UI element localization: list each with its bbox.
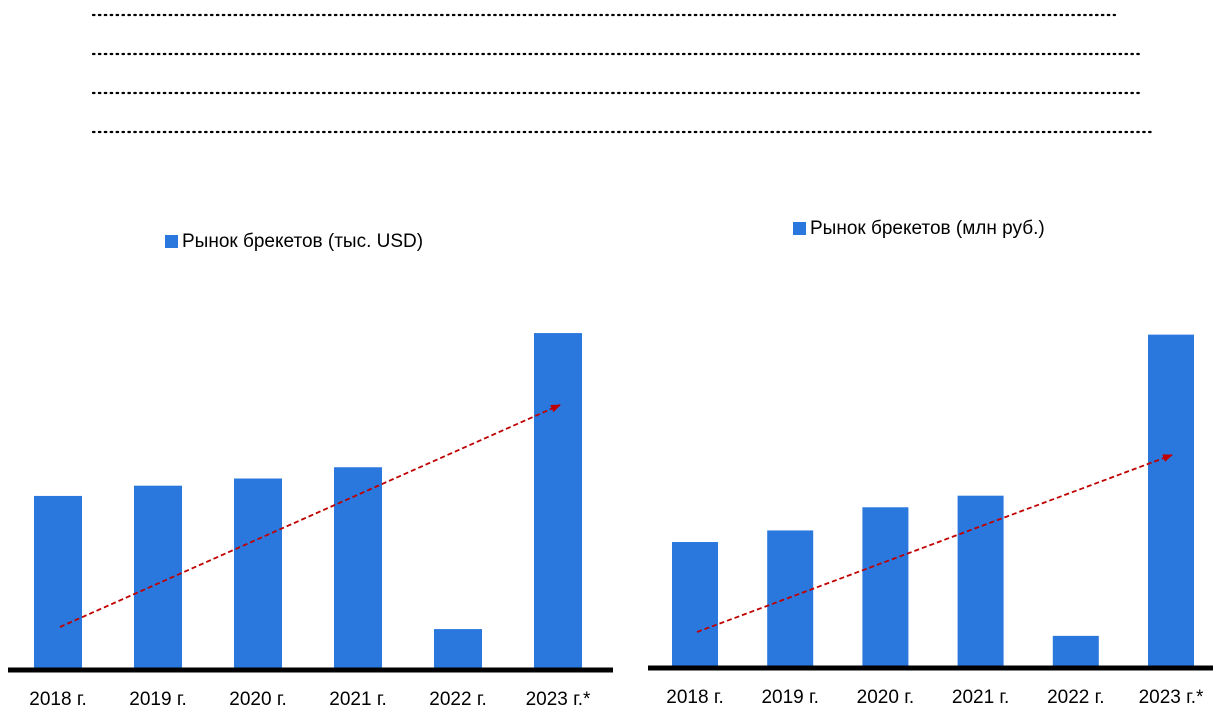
bar xyxy=(957,495,1004,666)
bar xyxy=(134,485,182,668)
legend-label: Рынок брекетов (млн руб.) xyxy=(810,218,1045,239)
bar xyxy=(334,467,382,668)
bar xyxy=(434,629,482,668)
legend-label: Рынок брекетов (тыс. USD) xyxy=(182,231,423,252)
x-tick-label: 2019 г. xyxy=(761,687,818,708)
x-tick-label: 2021 г. xyxy=(952,687,1009,708)
x-tick-label: 2020 г. xyxy=(229,689,286,710)
bar xyxy=(862,507,909,666)
x-tick-label: 2023 г.* xyxy=(526,689,591,710)
x-tick-label: 2018 г. xyxy=(29,689,86,710)
x-tick-label: 2018 г. xyxy=(666,687,723,708)
trend-arrow xyxy=(696,454,1173,633)
bar xyxy=(534,333,582,668)
bar xyxy=(1052,635,1099,666)
x-tick-label: 2019 г. xyxy=(129,689,186,710)
bar xyxy=(672,542,718,666)
dotted-lines xyxy=(91,13,1154,134)
x-tick-label: 2023 г.* xyxy=(1139,687,1204,708)
x-tick-label: 2022 г. xyxy=(1047,687,1104,708)
bar xyxy=(1148,334,1194,666)
x-tick-label: 2022 г. xyxy=(429,689,486,710)
trend-arrow xyxy=(59,404,561,628)
bar xyxy=(34,495,82,668)
x-tick-label: 2020 г. xyxy=(857,687,914,708)
x-tick-label: 2021 г. xyxy=(329,689,386,710)
charts: Рынок брекетов (тыс. USD) 2018 г. 2019 г. 2… xyxy=(8,218,1213,710)
bar xyxy=(234,478,282,668)
legend-swatch xyxy=(793,222,806,235)
legend-swatch xyxy=(165,235,178,248)
